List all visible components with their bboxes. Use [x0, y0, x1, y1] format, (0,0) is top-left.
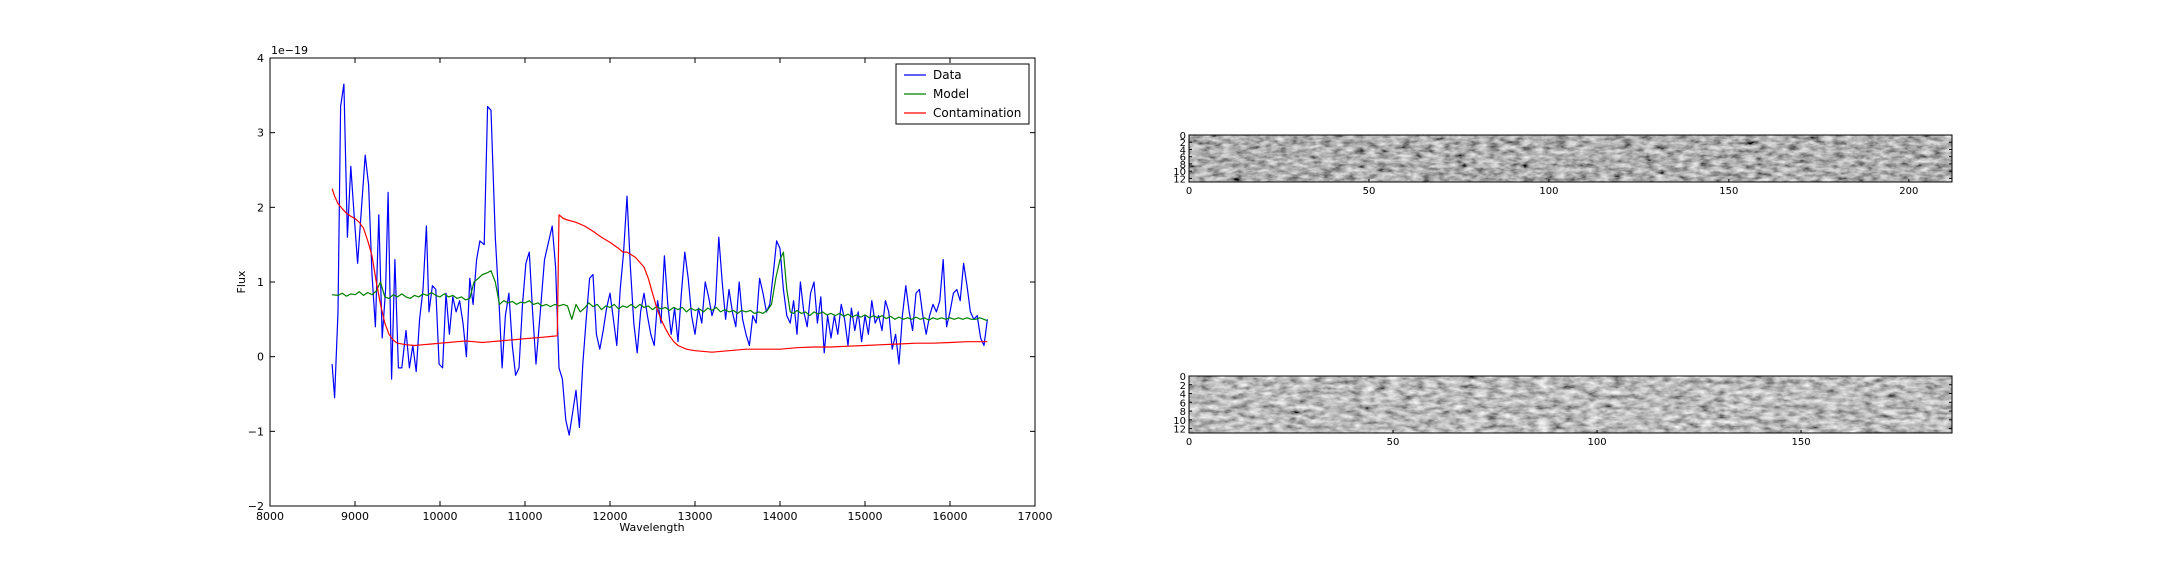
legend: Data Model Contamination [895, 63, 1030, 125]
legend-label: Contamination [933, 106, 1021, 120]
y-tick-label: 4 [1180, 390, 1186, 401]
legend-label: Model [933, 87, 969, 101]
legend-label: Data [933, 68, 962, 82]
x-tick-label: 200 [1899, 186, 1918, 197]
y-tick-label: 2 [1180, 381, 1186, 392]
y-tick-label: 2 [257, 201, 264, 214]
x-tick-label: 15000 [848, 510, 883, 523]
y-tick-label: 0 [1180, 131, 1186, 142]
x-tick-label: 100 [1539, 186, 1558, 197]
image-data [1189, 376, 1952, 433]
x-tick-label: 9000 [341, 510, 369, 523]
x-axis-ticks: 8000 9000 10000 11000 12000 13000 14000 15000 16… [256, 58, 1053, 523]
y-tick-label: −1 [248, 425, 264, 438]
y-tick-label: 3 [257, 127, 264, 140]
x-axis-label: Wavelength [619, 521, 684, 534]
y-axis-ticks: −2 −1 0 1 2 3 4 [248, 52, 1035, 513]
series-line-model [332, 251, 988, 322]
y-tick-label: 0 [257, 351, 264, 364]
y-tick-label: 12 [1173, 425, 1186, 436]
x-tick-label: 0 [1186, 437, 1192, 448]
image-frame [1188, 134, 1953, 183]
y-axis-label: Flux [235, 270, 248, 293]
y-tick-label: 8 [1180, 160, 1186, 171]
y-tick-label: 8 [1180, 407, 1186, 418]
y-tick-label: 4 [257, 52, 264, 65]
x-tick-label: 150 [1791, 437, 1810, 448]
y-tick-label: 12 [1173, 174, 1186, 185]
x-tick-label: 11000 [508, 510, 543, 523]
x-tick-label: 10000 [423, 510, 458, 523]
x-axis-ticks: 0 50 100 150 [1186, 430, 1811, 448]
plot-frame [269, 57, 1036, 507]
y-tick-label: 4 [1180, 145, 1186, 156]
offset-text: 1e−19 [271, 44, 308, 57]
x-tick-label: 0 [1186, 186, 1192, 197]
x-tick-label: 17000 [1018, 510, 1053, 523]
x-tick-label: 50 [1387, 437, 1400, 448]
x-tick-label: 16000 [933, 510, 968, 523]
spectrum-plot: 8000 9000 10000 11000 12000 13000 14000 15000 16… [235, 44, 1053, 534]
x-tick-label: 14000 [763, 510, 798, 523]
image-data [1189, 135, 1952, 182]
y-tick-label: 6 [1180, 153, 1186, 164]
x-tick-label: 50 [1363, 186, 1376, 197]
x-tick-label: 150 [1719, 186, 1738, 197]
x-tick-label: 8000 [256, 510, 284, 523]
series-line-contamination [331, 188, 988, 353]
series-lines [331, 83, 988, 436]
y-tick-label: −2 [248, 500, 264, 513]
x-axis-ticks: 0 50 100 150 200 [1186, 179, 1918, 197]
y-tick-label: 10 [1173, 167, 1186, 178]
x-tick-label: 100 [1587, 437, 1606, 448]
x-tick-label: 12000 [593, 510, 628, 523]
y-tick-label: 2 [1180, 138, 1186, 149]
image-frame [1188, 375, 1953, 434]
y-tick-label: 6 [1180, 398, 1186, 409]
y-tick-label: 1 [257, 276, 264, 289]
y-tick-label: 0 [1180, 372, 1186, 383]
y-tick-label: 10 [1173, 416, 1186, 427]
series-line-data [331, 83, 988, 436]
x-tick-label: 13000 [678, 510, 713, 523]
